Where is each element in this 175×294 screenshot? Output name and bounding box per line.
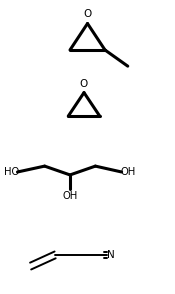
Text: HO: HO [4, 167, 19, 177]
Text: O: O [83, 9, 92, 19]
Text: OH: OH [120, 167, 135, 177]
Text: N: N [107, 250, 115, 260]
Text: O: O [80, 79, 88, 89]
Text: OH: OH [62, 191, 78, 201]
